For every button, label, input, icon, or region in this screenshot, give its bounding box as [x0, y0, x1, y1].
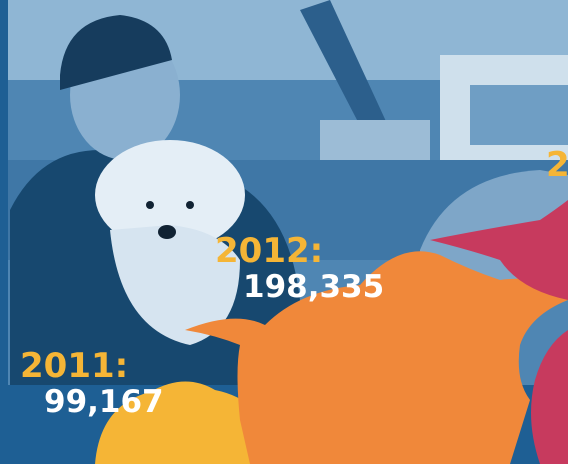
year-label: 2012: — [215, 231, 323, 271]
year-label: 2 — [546, 145, 568, 185]
value-label: 99,167 — [44, 384, 164, 420]
year-label: 2011: — [20, 346, 128, 386]
value-label: 198,335 — [243, 269, 384, 305]
infographic: 2011: 99,167 2012: 198,335 2 — [0, 0, 568, 464]
